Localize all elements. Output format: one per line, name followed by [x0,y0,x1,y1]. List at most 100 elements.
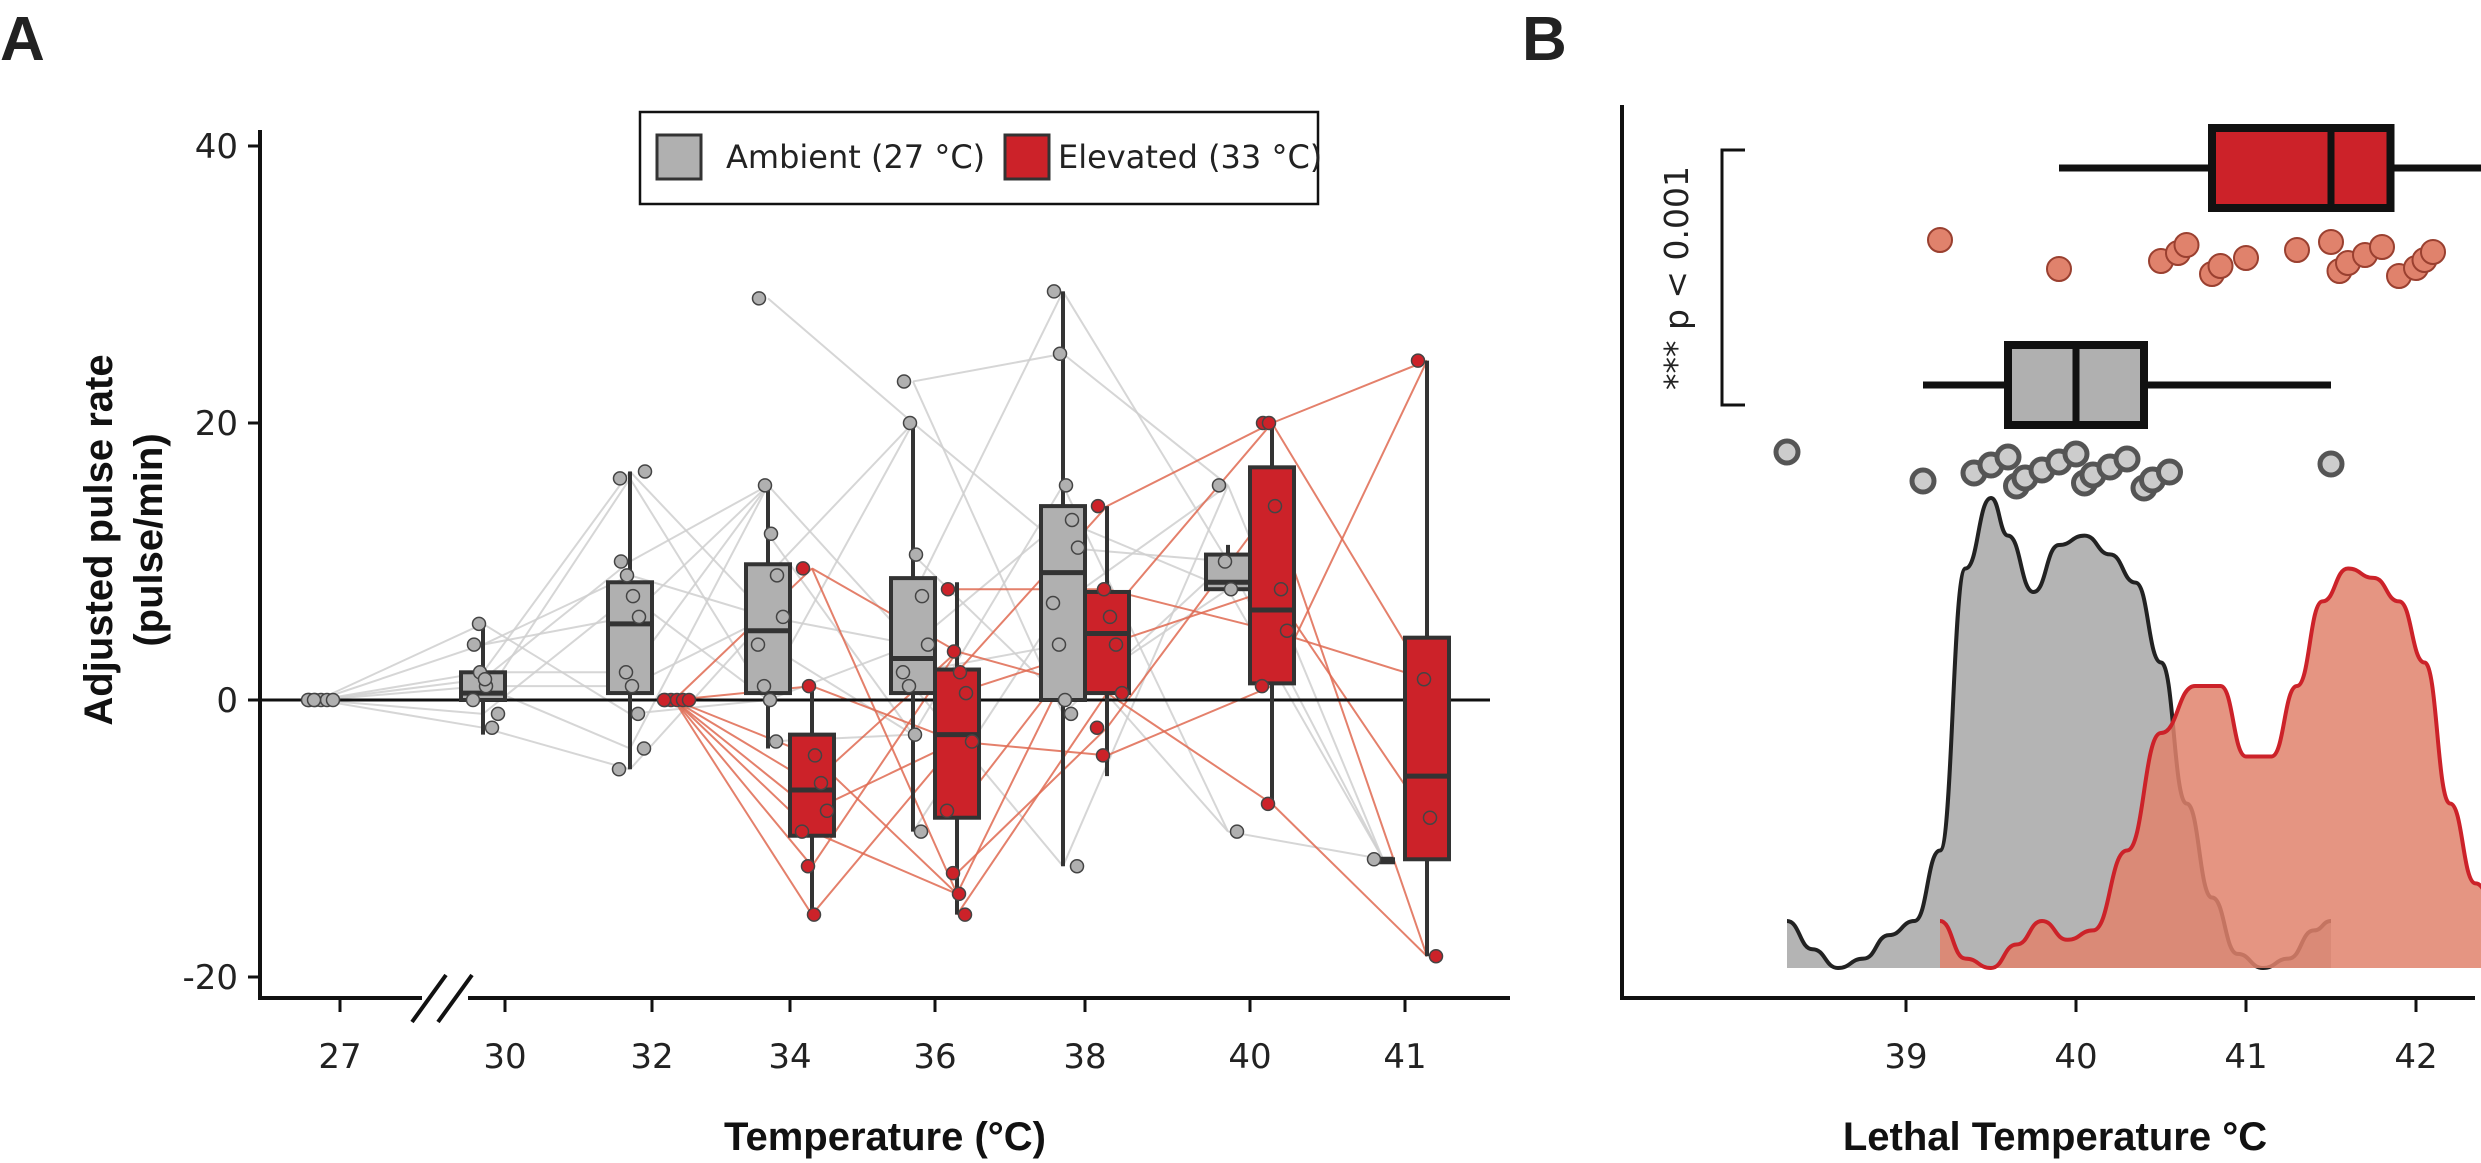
legend: Ambient (27 °C) Elevated (33 °C) [638,110,1322,206]
trajectory-line [912,381,1064,715]
x-tick-label: 40 [1228,1037,1271,1077]
data-point [914,588,930,604]
trajectory-line [1062,484,1229,833]
trajectory-line [317,699,484,715]
trajectory-line [811,830,958,895]
trajectory-line [673,699,813,916]
data-point [757,478,773,493]
legend-swatch-elevated [1003,133,1051,181]
trajectory-line [1271,359,1428,424]
b-point-elevated [2173,232,2200,258]
panel-label-a: A [0,5,45,74]
trajectory-line [317,643,484,701]
data-point [1223,581,1239,597]
trajectory-line [1106,588,1273,632]
data-point [1052,346,1068,361]
b-point-ambient [2062,440,2090,468]
data-point [1102,609,1118,625]
data-point [1064,512,1080,528]
panel-b-boxplots [1923,124,2481,429]
trajectory-line [912,519,1064,646]
b-point-elevated [2369,234,2395,260]
data-point [813,775,829,791]
legend-label-ambient: Ambient (27 °C) [726,138,985,176]
trajectory-line [1062,484,1229,604]
data-point [895,665,911,680]
trajectory-line [1271,588,1428,819]
trajectory-line [317,699,484,729]
b-point-elevated [2233,245,2259,271]
data-point [807,748,823,763]
data-point [1045,595,1061,611]
trajectory-line [767,422,914,687]
b-point-ambient [1773,438,1801,466]
trajectory-line [482,477,631,701]
trajectory-line [912,290,1064,597]
data-point [939,803,955,819]
data-point [484,720,500,735]
panel-a-x-axis-title: Temperature (°C) [724,1115,1046,1159]
trajectory-line [811,740,958,812]
data-point [1273,581,1289,597]
y-tick-label: -20 [182,958,238,998]
trajectory-line [482,595,631,715]
trajectory-line [1271,803,1428,957]
panel-a-boxplots [306,291,1451,957]
data-point [908,547,924,562]
panel-b-density [1786,495,2481,971]
panel-b-x-ticks: 39 40 41 42 [1884,998,2438,1077]
trajectory-line [317,671,484,701]
data-point [940,581,956,597]
x-tick-label: 34 [768,1037,811,1077]
data-point [1095,748,1111,763]
x-tick-label: 27 [318,1037,361,1077]
trajectory-line [811,754,958,895]
data-point [636,741,652,756]
b-point-elevated [2046,256,2072,282]
trajectory-line [482,574,631,646]
b-point-ambient [1909,467,1937,495]
trajectory-line [629,699,769,715]
trajectory-line [1106,505,1273,729]
trajectory-line [1062,546,1229,563]
data-point [750,637,766,652]
trajectory-line [767,422,914,577]
data-point [751,291,767,306]
trajectory-line [629,484,769,749]
data-point [1254,678,1270,694]
trajectory-line [811,568,958,895]
trajectory-line [317,678,484,701]
b-point-elevated [2207,253,2234,279]
x-tick-label: 36 [913,1037,956,1077]
panel-b-x-axis-title: Lethal Temperature °C [1843,1115,2267,1159]
b-x-tick-label: 39 [1884,1037,1927,1077]
trajectory-line [956,692,1108,916]
data-point [951,886,967,902]
data-point [681,692,697,708]
b-point-elevated [2284,237,2310,263]
data-point [1279,623,1295,638]
data-point [306,692,322,708]
b-box-body [2208,124,2395,212]
trajectory-line [1062,352,1229,487]
y-tick-label: 20 [195,404,238,444]
data-point [1229,824,1245,839]
b-x-tick-label: 42 [2394,1037,2437,1077]
trajectory-line [767,643,914,701]
panel-a-axes [258,130,1510,1024]
data-point [630,706,646,722]
data-point [769,568,785,583]
data-point [800,858,816,874]
data-point [613,554,629,569]
trajectory-line [317,622,484,701]
data-point [952,665,968,680]
data-point [920,637,936,652]
x-tick-label: 32 [630,1037,673,1077]
axis-break-mark-2 [436,973,474,1024]
data-point [795,561,811,576]
data-point [637,464,653,479]
trajectory-line [482,726,631,771]
trajectory-line [956,726,1108,874]
x-tick-label: 30 [483,1037,526,1077]
